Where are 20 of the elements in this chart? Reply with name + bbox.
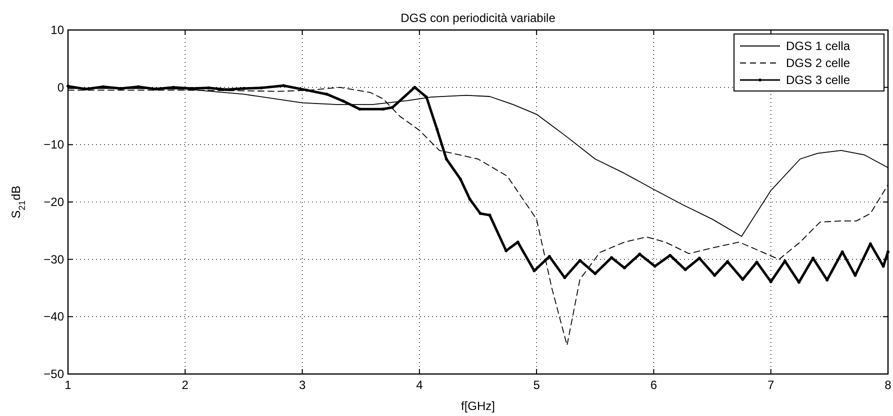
x-tick-label: 4 (416, 378, 424, 392)
chart-title: DGS con periodicità variabile (400, 11, 556, 25)
x-tick-label: 7 (768, 378, 775, 392)
x-tick-label: 3 (298, 378, 306, 392)
y-tick-label: −50 (44, 367, 64, 381)
x-tick-label: 1 (64, 378, 72, 392)
legend-label: DGS 1 cella (786, 39, 850, 53)
x-axis-title: f[GHz] (460, 399, 496, 413)
y-tick-label: 0 (57, 80, 64, 94)
y-tick-label: −30 (44, 252, 64, 266)
y-tick-label: −20 (44, 195, 64, 209)
x-tick-label: 2 (182, 378, 189, 392)
x-tick-label: 6 (650, 378, 658, 392)
x-tick-label: 5 (533, 378, 540, 392)
legend-label: DGS 3 celle (786, 73, 850, 87)
x-tick-label: 8 (884, 378, 892, 392)
y-tick-label: −10 (44, 138, 64, 152)
y-tick-label: −40 (44, 310, 64, 324)
legend-label: DGS 2 celle (786, 56, 850, 70)
y-tick-label: 10 (50, 23, 64, 37)
